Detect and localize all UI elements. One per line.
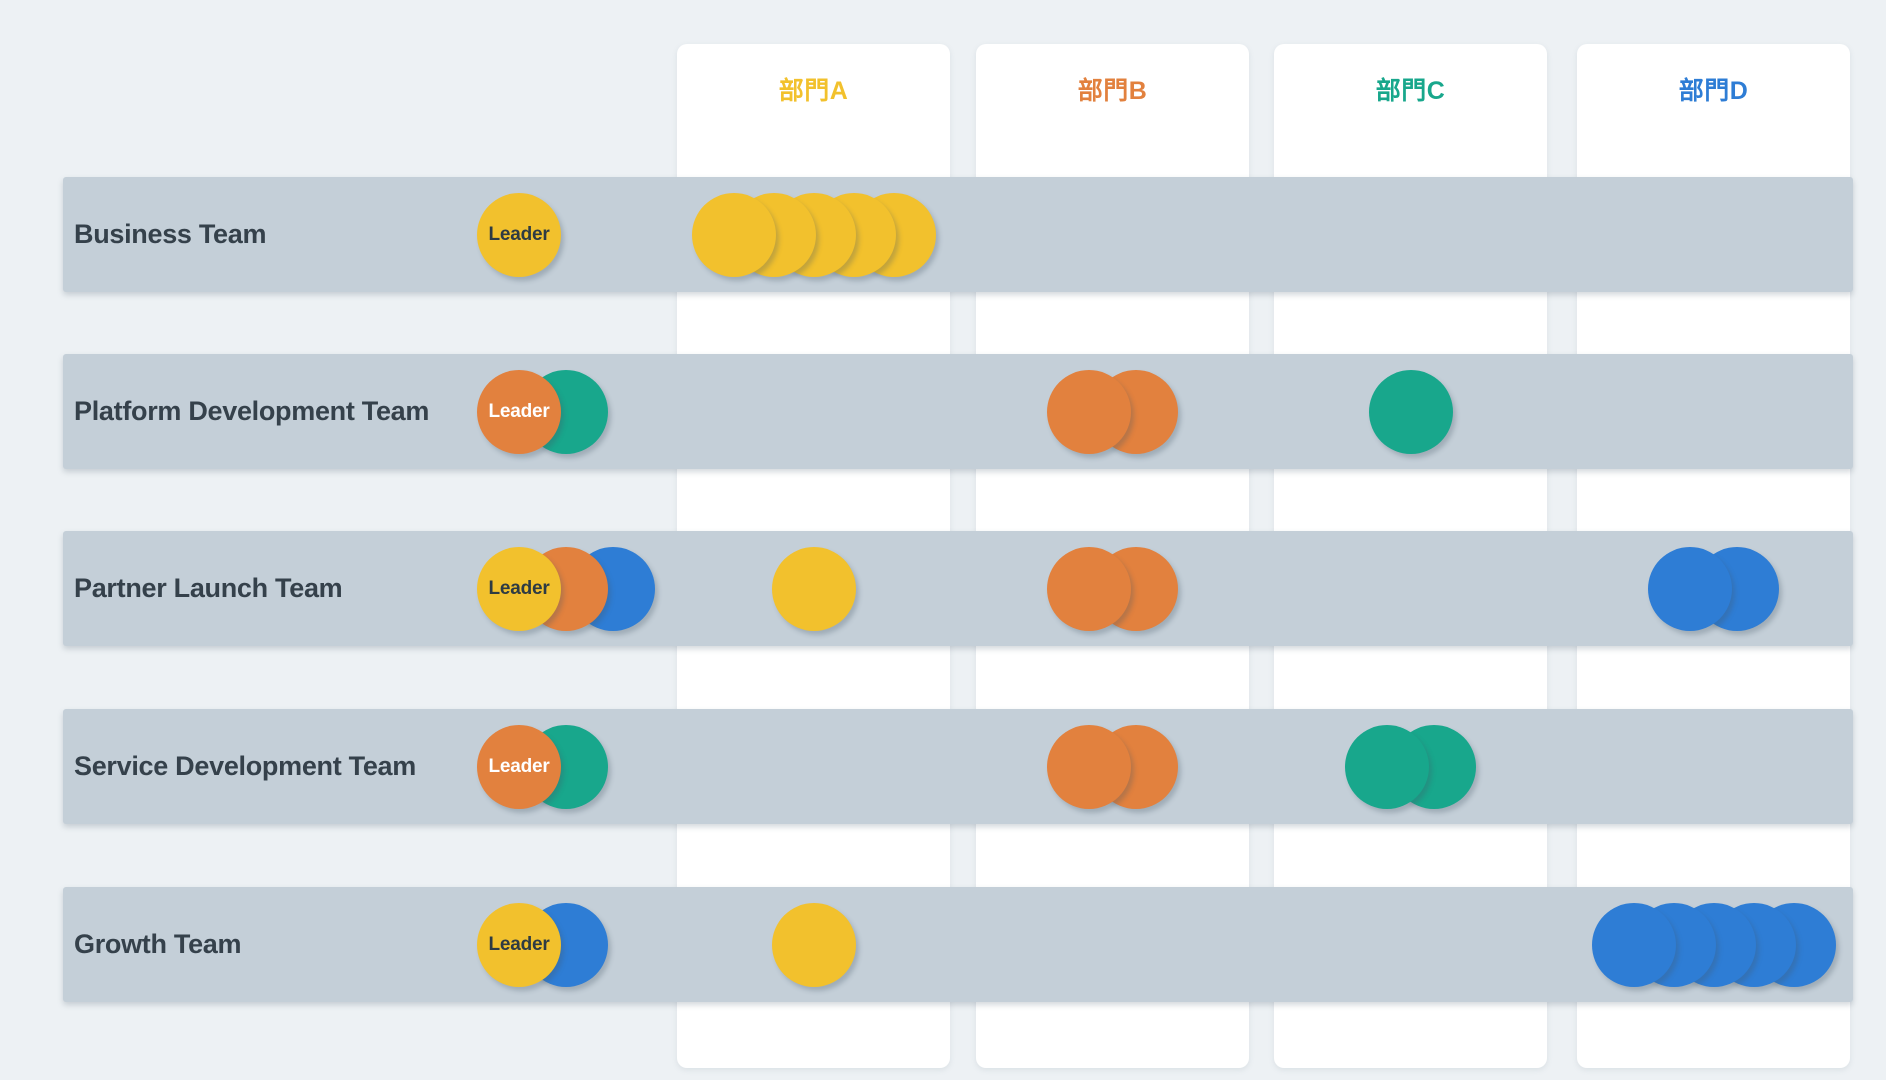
department-column-header: 部門A: [778, 77, 849, 105]
team-row: Partner Launch Team Leader: [63, 531, 1853, 646]
member-circle-group: [976, 709, 1249, 824]
team-row-label: Service Development Team: [74, 751, 416, 781]
leader-label: Leader: [488, 223, 550, 245]
team-row: Service Development Team Leader: [63, 709, 1853, 824]
leader-label: Leader: [488, 577, 550, 599]
leader-badge-group: Leader: [477, 531, 655, 646]
leader-circle: Leader: [477, 902, 561, 987]
leader-badge-group: Leader: [477, 709, 608, 824]
member-circle: [691, 192, 776, 277]
department-column-header: 部門C: [1375, 77, 1446, 105]
leader-circle: Leader: [477, 192, 561, 277]
member-circle: [1591, 902, 1676, 987]
member-circle: [1368, 369, 1453, 454]
team-row: Growth Team Leader: [63, 887, 1853, 1002]
team-row-label: Platform Development Team: [74, 396, 430, 426]
team-row-label: Growth Team: [74, 929, 242, 959]
leader-circle: Leader: [477, 369, 561, 454]
department-column-header: 部門B: [1077, 77, 1148, 105]
team-row: Platform Development Team Leader: [63, 354, 1853, 469]
department-column-header: 部門D: [1678, 77, 1749, 105]
member-circle-group: [1274, 709, 1547, 824]
leader-badge-group: Leader: [477, 887, 608, 1002]
member-circle: [1345, 724, 1429, 809]
member-circle-group: [976, 354, 1249, 469]
leader-badge-group: Leader: [477, 354, 608, 469]
member-circle-group: [677, 177, 950, 292]
leader-badge-group: Leader: [477, 177, 561, 292]
team-row: Business Team Leader: [63, 177, 1853, 292]
leader-label: Leader: [488, 400, 550, 422]
team-row-label: Business Team: [74, 219, 267, 249]
member-circle: [1047, 724, 1131, 809]
leader-label: Leader: [488, 933, 550, 955]
member-circle: [1648, 546, 1732, 631]
member-circle-group: [677, 531, 950, 646]
member-circle: [771, 546, 856, 631]
member-circle: [1047, 369, 1131, 454]
member-circle-group: [1577, 887, 1850, 1002]
member-circle-group: [1274, 354, 1547, 469]
member-circle: [1047, 546, 1131, 631]
member-circle: [771, 902, 856, 987]
leader-circle: Leader: [477, 546, 561, 631]
member-circle-group: [976, 531, 1249, 646]
member-circle-group: [1577, 531, 1850, 646]
member-circle-group: [677, 887, 950, 1002]
leader-label: Leader: [488, 755, 550, 777]
team-row-label: Partner Launch Team: [74, 573, 343, 603]
leader-circle: Leader: [477, 724, 561, 809]
